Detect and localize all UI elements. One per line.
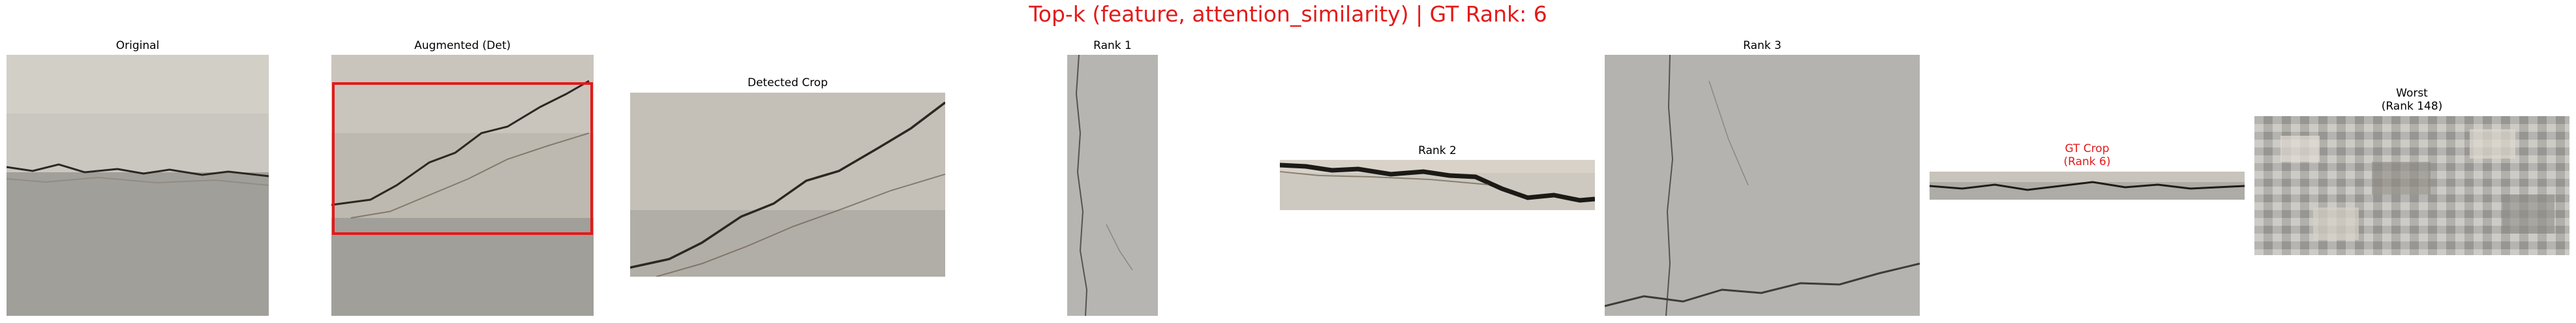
rank1-image [1067,55,1158,316]
rank3-image [1605,55,1920,316]
detected-crop-title: Detected Crop [747,76,828,89]
worst-title-line1: Worst [2396,87,2428,100]
original-image [7,55,269,316]
augmented-title: Augmented (Det) [414,39,511,52]
augmented-image [331,55,594,316]
detection-box [332,82,593,235]
figure-title: Top-k (feature, attention_similarity) | … [1029,1,1547,27]
rank2-title: Rank 2 [1418,144,1457,157]
detected-crop-image [630,93,945,277]
worst-title-line2: (Rank 148) [2381,100,2443,113]
worst-image [2254,116,2569,255]
gt-crop-title-line1: GT Crop [2065,142,2110,155]
rank1-title: Rank 1 [1093,39,1132,52]
gt-crop-title-line2: (Rank 6) [2063,155,2111,168]
rank3-title: Rank 3 [1743,39,1781,52]
original-title: Original [115,39,160,52]
rank2-image [1280,160,1595,210]
gt-crop-image [1930,172,2245,200]
